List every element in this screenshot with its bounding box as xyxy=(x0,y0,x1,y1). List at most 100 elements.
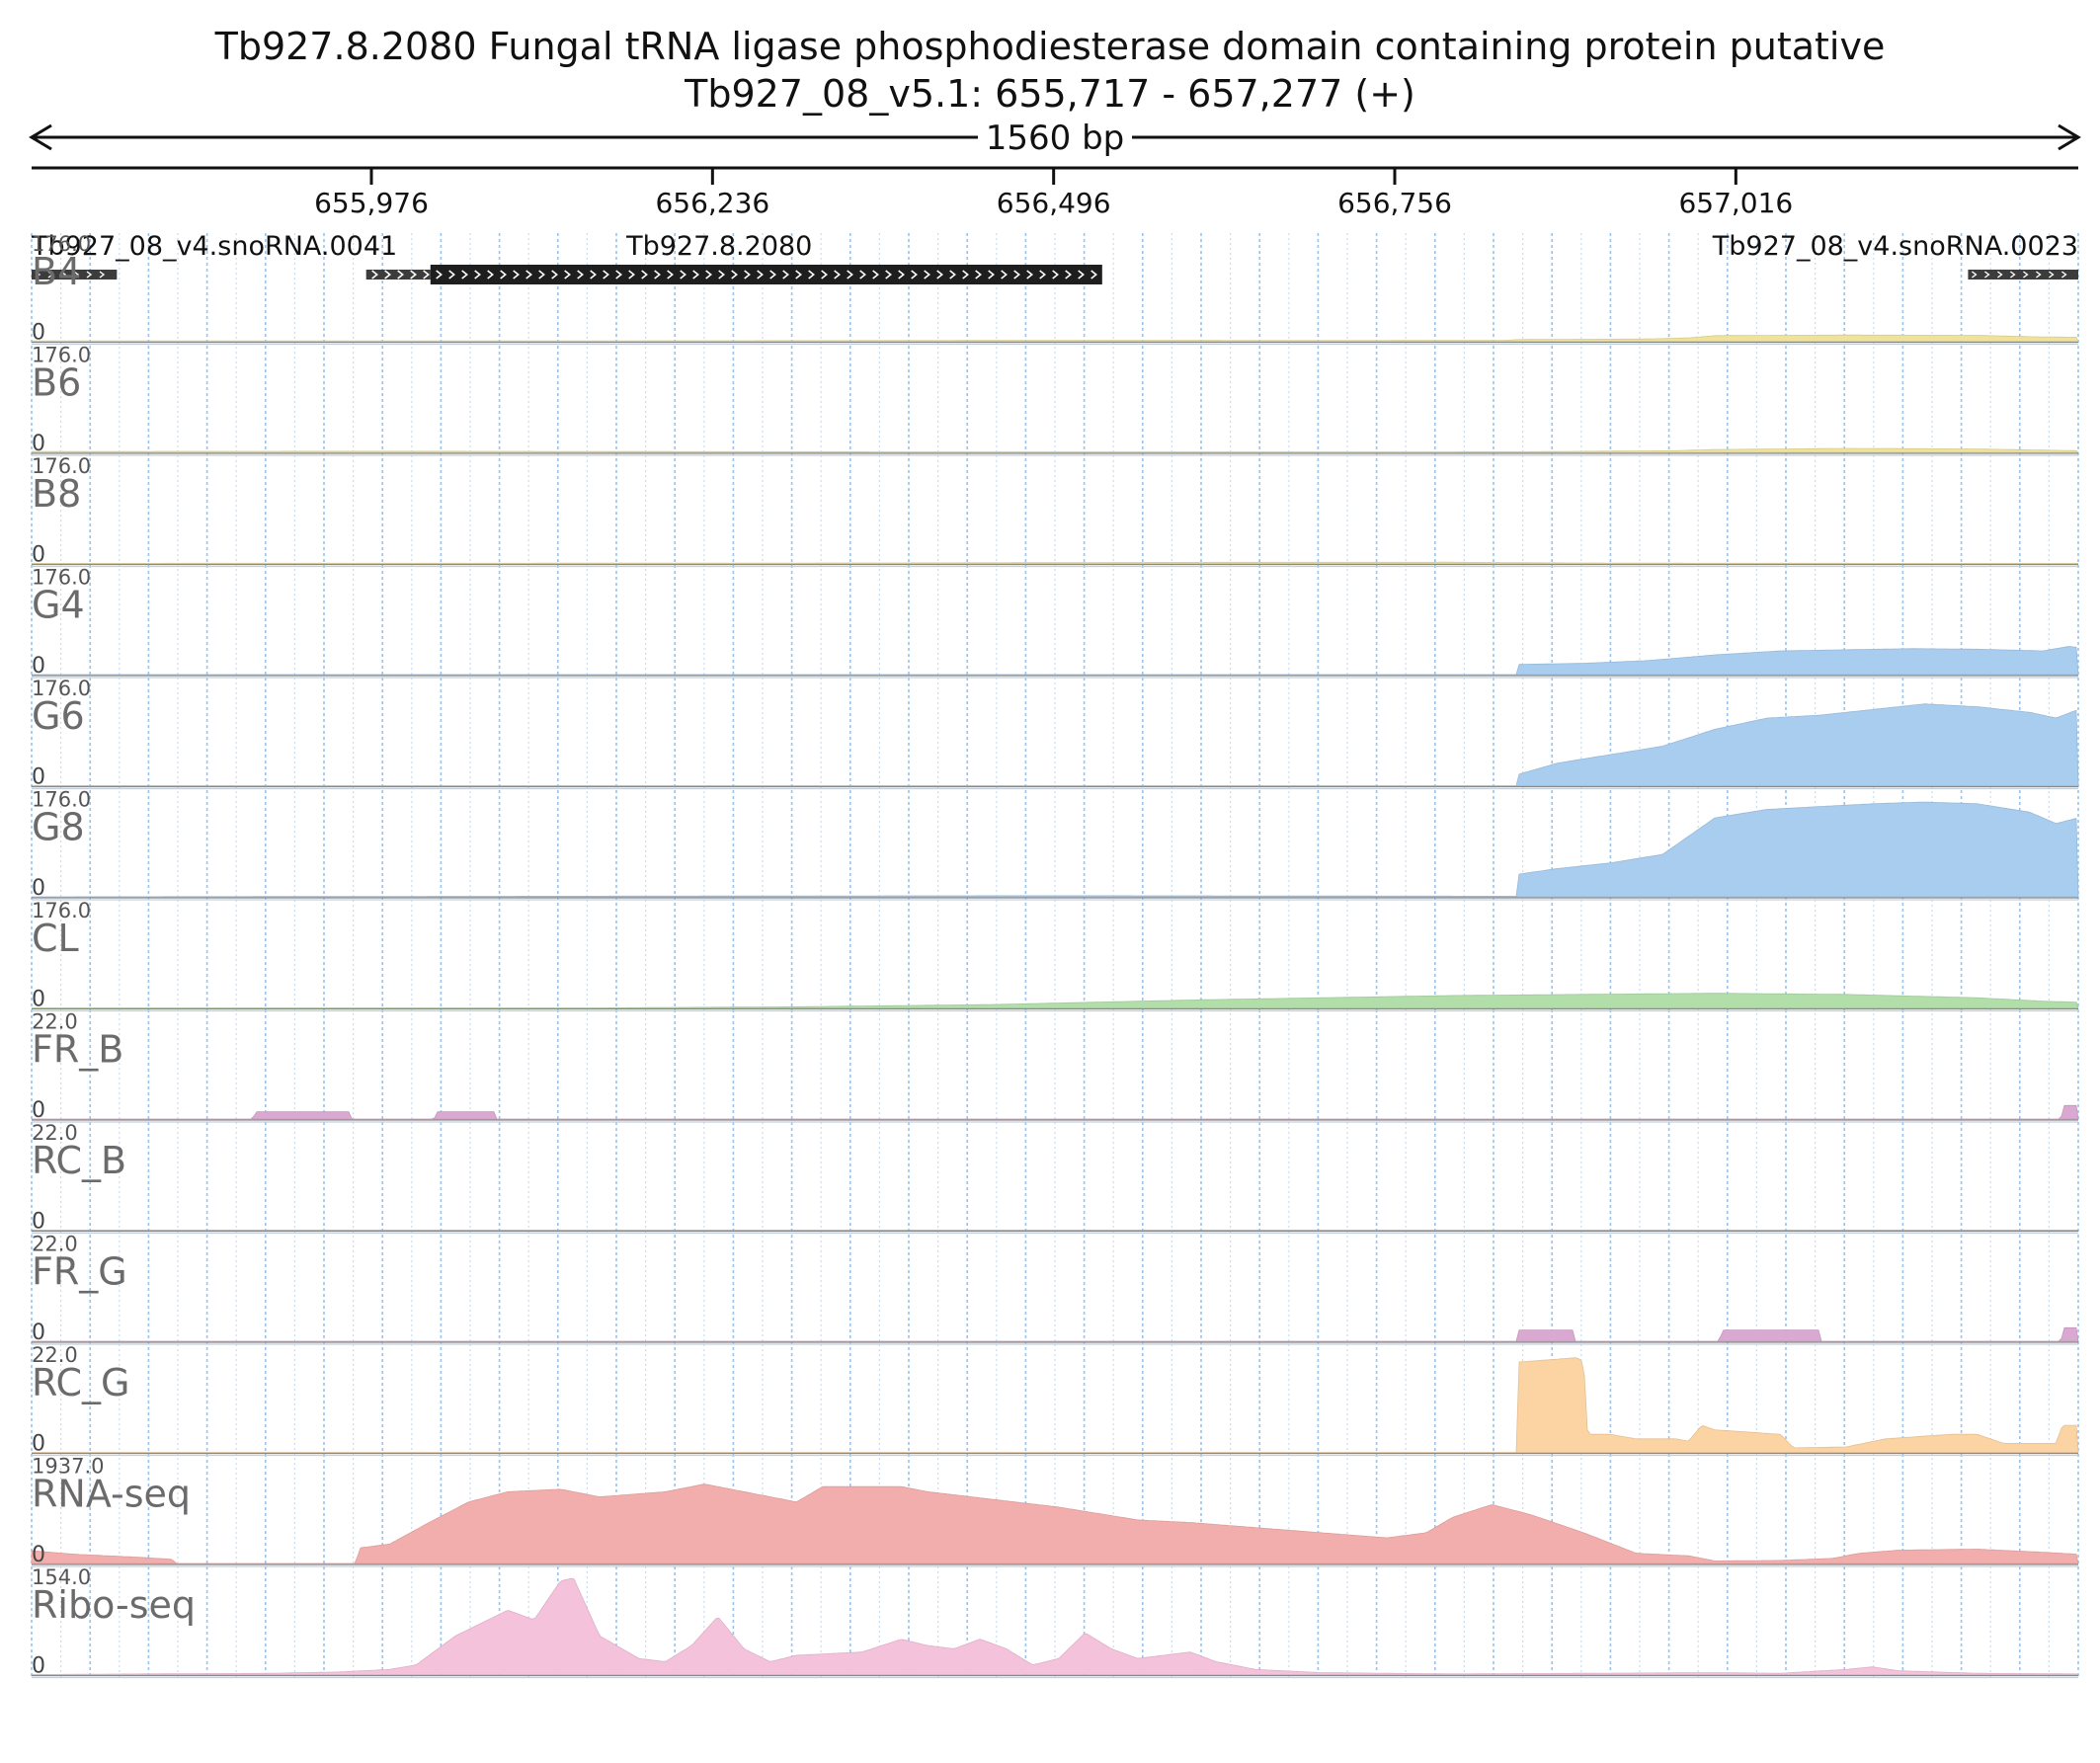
track-name: RC_G xyxy=(32,1361,130,1404)
x-tick-label: 656,236 xyxy=(655,187,769,219)
strand-arrow-icon xyxy=(513,270,520,280)
coverage-area xyxy=(32,993,2079,1008)
strand-arrow-icon xyxy=(2023,271,2029,279)
span-arrow-right-icon xyxy=(2058,123,2081,151)
strand-arrow-icon xyxy=(885,270,892,280)
track-name: Ribo-seq xyxy=(32,1583,196,1627)
strand-arrow-icon xyxy=(834,270,841,280)
track-max-label: 22.0 xyxy=(32,1121,78,1145)
gene-features: Tb927_08_v4.snoRNA.0041 Tb927.8.2080 Tb927… xyxy=(31,231,2078,284)
track-name: G8 xyxy=(32,806,85,849)
coverage-area xyxy=(31,447,2080,453)
track-name: RNA-seq xyxy=(32,1473,191,1516)
strand-arrow-icon xyxy=(423,270,430,280)
track-max-label: 154.0 xyxy=(32,1565,91,1589)
track-min-label: 0 xyxy=(32,988,45,1012)
strand-arrow-icon xyxy=(821,270,828,280)
strand-arrow-icon xyxy=(731,270,738,280)
strand-arrow-icon xyxy=(718,270,725,280)
track-max-label: 22.0 xyxy=(32,1343,78,1367)
track-max-label: 176.0 xyxy=(32,454,91,478)
coverage-area xyxy=(32,1104,2079,1120)
strand-arrow-icon xyxy=(628,270,635,280)
track-min-label: 0 xyxy=(32,432,45,456)
strand-arrow-icon xyxy=(371,270,378,280)
track-name: CL xyxy=(32,917,79,960)
strand-arrow-icon xyxy=(603,270,609,280)
strand-arrow-icon xyxy=(436,270,443,280)
track-min-label: 0 xyxy=(32,876,45,901)
strand-arrow-icon xyxy=(757,270,764,280)
feature-cds xyxy=(430,265,1102,284)
strand-arrow-icon xyxy=(1078,270,1085,280)
x-tick-label: 655,976 xyxy=(314,187,429,219)
coverage-area xyxy=(31,561,2079,564)
strand-arrow-icon xyxy=(769,270,776,280)
strand-arrow-icon xyxy=(2036,271,2042,279)
chart-title: Tb927.8.2080 Fungal tRNA ligase phosphod… xyxy=(214,25,1886,68)
track-fr-g: 22.0FR_G 0 xyxy=(32,1233,2079,1345)
track-g8: 176.0G8 0 xyxy=(32,788,2079,901)
x-tick-label: 656,496 xyxy=(997,187,1111,219)
track-g6: 176.0G6 0 xyxy=(32,677,2079,790)
feature[interactable]: Tb927_08_v4.snoRNA.0041 xyxy=(31,231,397,280)
strand-arrow-icon xyxy=(782,270,789,280)
track-min-label: 0 xyxy=(32,1543,45,1567)
coverage-area xyxy=(31,1483,2079,1564)
strand-arrow-icon xyxy=(847,270,853,280)
strand-arrow-icon xyxy=(1039,270,1046,280)
track-max-label: 176.0 xyxy=(32,566,91,590)
strand-arrow-icon xyxy=(1001,270,1008,280)
track-max-label: 22.0 xyxy=(32,1010,78,1034)
feature-utr xyxy=(365,270,431,280)
strand-arrow-icon xyxy=(1997,271,2003,279)
strand-arrow-icon xyxy=(795,270,802,280)
strand-arrow-icon xyxy=(99,271,106,279)
strand-arrow-icon xyxy=(680,270,687,280)
track-name: G6 xyxy=(32,694,85,738)
strand-arrow-icon xyxy=(949,270,956,280)
strand-arrow-icon xyxy=(667,270,674,280)
track-name: G4 xyxy=(32,584,85,627)
coverage-area xyxy=(32,1357,2079,1453)
strand-arrow-icon xyxy=(461,270,468,280)
track-min-label: 0 xyxy=(32,765,45,790)
strand-arrow-icon xyxy=(744,270,751,280)
track-name: RC_B xyxy=(32,1139,126,1182)
strand-arrow-icon xyxy=(538,270,545,280)
strand-arrow-icon xyxy=(1013,270,1020,280)
strand-arrow-icon xyxy=(705,270,712,280)
span-indicator: 1560 bp xyxy=(29,119,2081,158)
span-arrow-left-icon xyxy=(29,123,52,151)
strand-arrow-icon xyxy=(615,270,622,280)
x-tick-label: 656,756 xyxy=(1337,187,1452,219)
strand-arrow-icon xyxy=(35,271,41,279)
strand-arrow-icon xyxy=(2049,271,2055,279)
track-max-label: 176.0 xyxy=(32,344,91,367)
feature-body xyxy=(32,270,118,280)
track-fr-b: 22.0FR_B 0 xyxy=(32,1010,2079,1123)
track-min-label: 0 xyxy=(32,1432,45,1457)
feature[interactable]: Tb927.8.2080 xyxy=(365,231,1102,284)
strand-arrow-icon xyxy=(73,271,80,279)
feature-label: Tb927_08_v4.snoRNA.0023 xyxy=(1712,231,2078,262)
track-min-label: 0 xyxy=(32,1321,45,1345)
strand-arrow-icon xyxy=(911,270,918,280)
strand-arrow-icon xyxy=(590,270,597,280)
feature[interactable]: Tb927_08_v4.snoRNA.0023 xyxy=(1712,231,2078,280)
strand-arrow-icon xyxy=(500,270,507,280)
track-cl: 176.0CL 0 xyxy=(32,899,2079,1012)
track-name: B6 xyxy=(32,361,81,405)
coverage-area xyxy=(32,646,2079,676)
strand-arrow-icon xyxy=(60,271,67,279)
strand-arrow-icon xyxy=(487,270,494,280)
strand-arrow-icon xyxy=(525,270,532,280)
track-max-label: 176.0 xyxy=(32,677,91,700)
strand-arrow-icon xyxy=(692,270,699,280)
strand-arrow-icon xyxy=(654,270,661,280)
coverage-area xyxy=(31,334,2079,342)
strand-arrow-icon xyxy=(1052,270,1059,280)
track-min-label: 0 xyxy=(32,654,45,679)
